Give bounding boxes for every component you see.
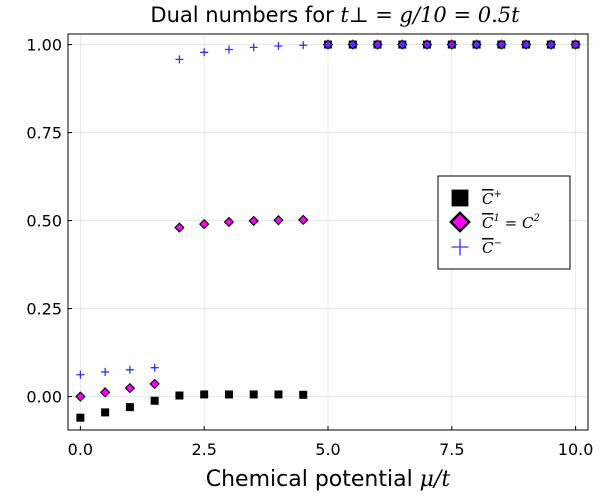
legend-symbol-diamond — [449, 211, 471, 233]
data-point — [299, 390, 308, 399]
data-point — [274, 390, 283, 399]
y-tick-label: 0.25 — [26, 300, 62, 319]
legend-symbol-plus — [451, 238, 469, 256]
y-tick-label: 0.75 — [26, 124, 62, 143]
data-point — [273, 215, 284, 226]
legend-symbol-square — [451, 189, 469, 207]
x-tick-label: 5.0 — [315, 440, 340, 459]
y-tick-label: 1.00 — [26, 36, 62, 55]
data-point — [423, 40, 432, 49]
data-point — [101, 408, 110, 417]
x-axis-ticks: 0.0 2.5 5.0 7.5 10.0 — [68, 426, 594, 459]
y-tick-label: 0.00 — [26, 388, 62, 407]
data-point — [175, 55, 184, 64]
data-point — [224, 45, 233, 54]
data-point — [373, 40, 382, 49]
x-tick-label: 7.5 — [439, 440, 464, 459]
data-point — [298, 214, 309, 226]
data-markers — [75, 39, 581, 422]
legend: C+ C1 = C2 C− — [437, 175, 571, 270]
data-point — [223, 216, 235, 228]
chart-title: Dual numbers for t⊥ = g/10 = 0.5t — [150, 3, 520, 27]
data-point — [447, 40, 456, 49]
x-axis-title: Chemical potential μ/t — [206, 467, 451, 492]
data-point — [472, 40, 481, 49]
data-point — [249, 43, 258, 52]
legend-label: C1 = C2 — [482, 213, 540, 232]
data-point — [76, 413, 85, 422]
data-point — [299, 41, 308, 50]
data-point — [398, 40, 407, 49]
data-point — [150, 363, 159, 372]
data-point — [175, 391, 184, 400]
data-point — [174, 222, 185, 233]
x-tick-label: 10.0 — [558, 440, 594, 459]
x-tick-label: 2.5 — [191, 440, 216, 459]
data-point — [200, 390, 209, 399]
data-point — [200, 48, 209, 57]
data-point — [149, 378, 160, 390]
data-point — [546, 40, 555, 49]
legend-label: C− — [482, 238, 502, 257]
y-axis-ticks: 0.00 0.25 0.50 0.75 1.00 — [26, 36, 72, 407]
data-point — [199, 218, 210, 230]
data-point — [522, 40, 531, 49]
x-tick-label: 0.0 — [68, 440, 93, 459]
data-point — [571, 40, 580, 49]
data-point — [324, 40, 332, 49]
data-point — [75, 391, 86, 402]
data-point — [125, 365, 134, 374]
series-plus — [76, 40, 580, 379]
data-point — [124, 382, 136, 394]
data-point — [248, 215, 259, 227]
data-point — [249, 390, 258, 399]
data-point — [101, 367, 110, 376]
legend-label: C+ — [482, 189, 502, 208]
data-point — [348, 40, 357, 49]
data-point — [150, 396, 159, 405]
y-tick-label: 0.50 — [26, 212, 62, 231]
data-point — [497, 40, 506, 49]
data-point — [76, 370, 85, 379]
data-point — [274, 41, 283, 50]
data-point — [125, 403, 134, 412]
data-point — [99, 387, 111, 398]
data-point — [224, 390, 233, 399]
